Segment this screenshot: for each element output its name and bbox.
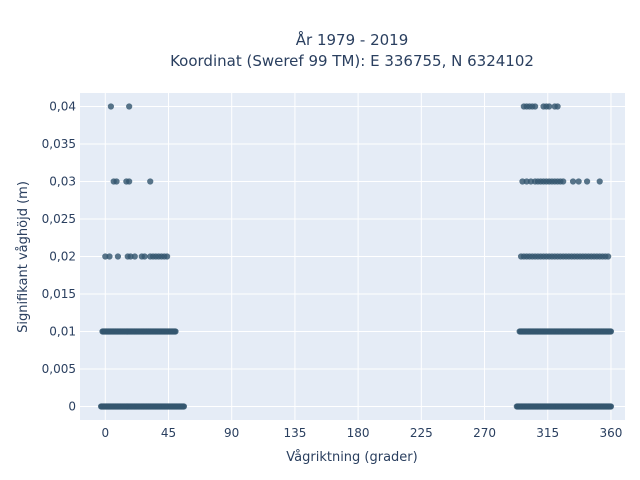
data-point [180,403,188,410]
x-tick-label: 45 [161,426,176,440]
y-axis-label: Signifikant våghöjd (m) [16,181,31,333]
x-tick-label: 270 [473,426,496,440]
data-point [172,328,179,335]
data-point [596,178,603,185]
data-point [126,103,133,110]
x-tick-label: 90 [224,426,239,440]
data-point [546,103,553,110]
x-tick-label: 135 [283,426,306,440]
y-tick-label: 0,04 [49,100,76,114]
data-point [113,178,120,185]
data-point [163,253,171,260]
data-point [114,253,122,260]
data-point [607,403,615,410]
x-tick-label: 0 [101,426,109,440]
data-point [607,328,615,335]
y-axis-ticks: 0 0,005 0,01 0,015 0,02 0,025 0,03 0,035 0,04 [42,100,76,414]
x-tick-label: 180 [347,426,370,440]
data-point [147,178,154,185]
data-point [532,103,539,110]
x-tick-label: 225 [410,426,433,440]
data-point [131,253,138,260]
chart-title-line1: År 1979 - 2019 [296,30,409,49]
data-point [106,253,113,260]
data-point [583,178,591,185]
y-tick-label: 0,02 [49,250,76,264]
x-tick-label: 360 [600,426,623,440]
y-tick-label: 0,03 [49,175,76,189]
x-axis-ticks: 0 45 90 135 180 225 270 315 360 [101,426,622,440]
data-point [605,253,612,260]
y-tick-label: 0,035 [42,137,76,151]
y-tick-label: 0,015 [42,287,76,301]
y-tick-label: 0,005 [42,362,76,376]
data-point [560,178,567,185]
data-points [97,103,615,410]
data-point [569,178,577,185]
data-point [141,253,148,260]
y-tick-label: 0 [68,400,76,414]
chart-title-line2: Koordinat (Sweref 99 TM): E 336755, N 63… [170,52,534,70]
data-point [107,103,115,110]
data-point [554,103,561,110]
data-point [575,178,582,185]
x-axis-label: Vågriktning (grader) [286,450,417,465]
y-tick-label: 0,025 [42,212,76,226]
x-tick-label: 315 [536,426,559,440]
y-tick-label: 0,01 [49,325,76,339]
data-point [126,178,133,185]
